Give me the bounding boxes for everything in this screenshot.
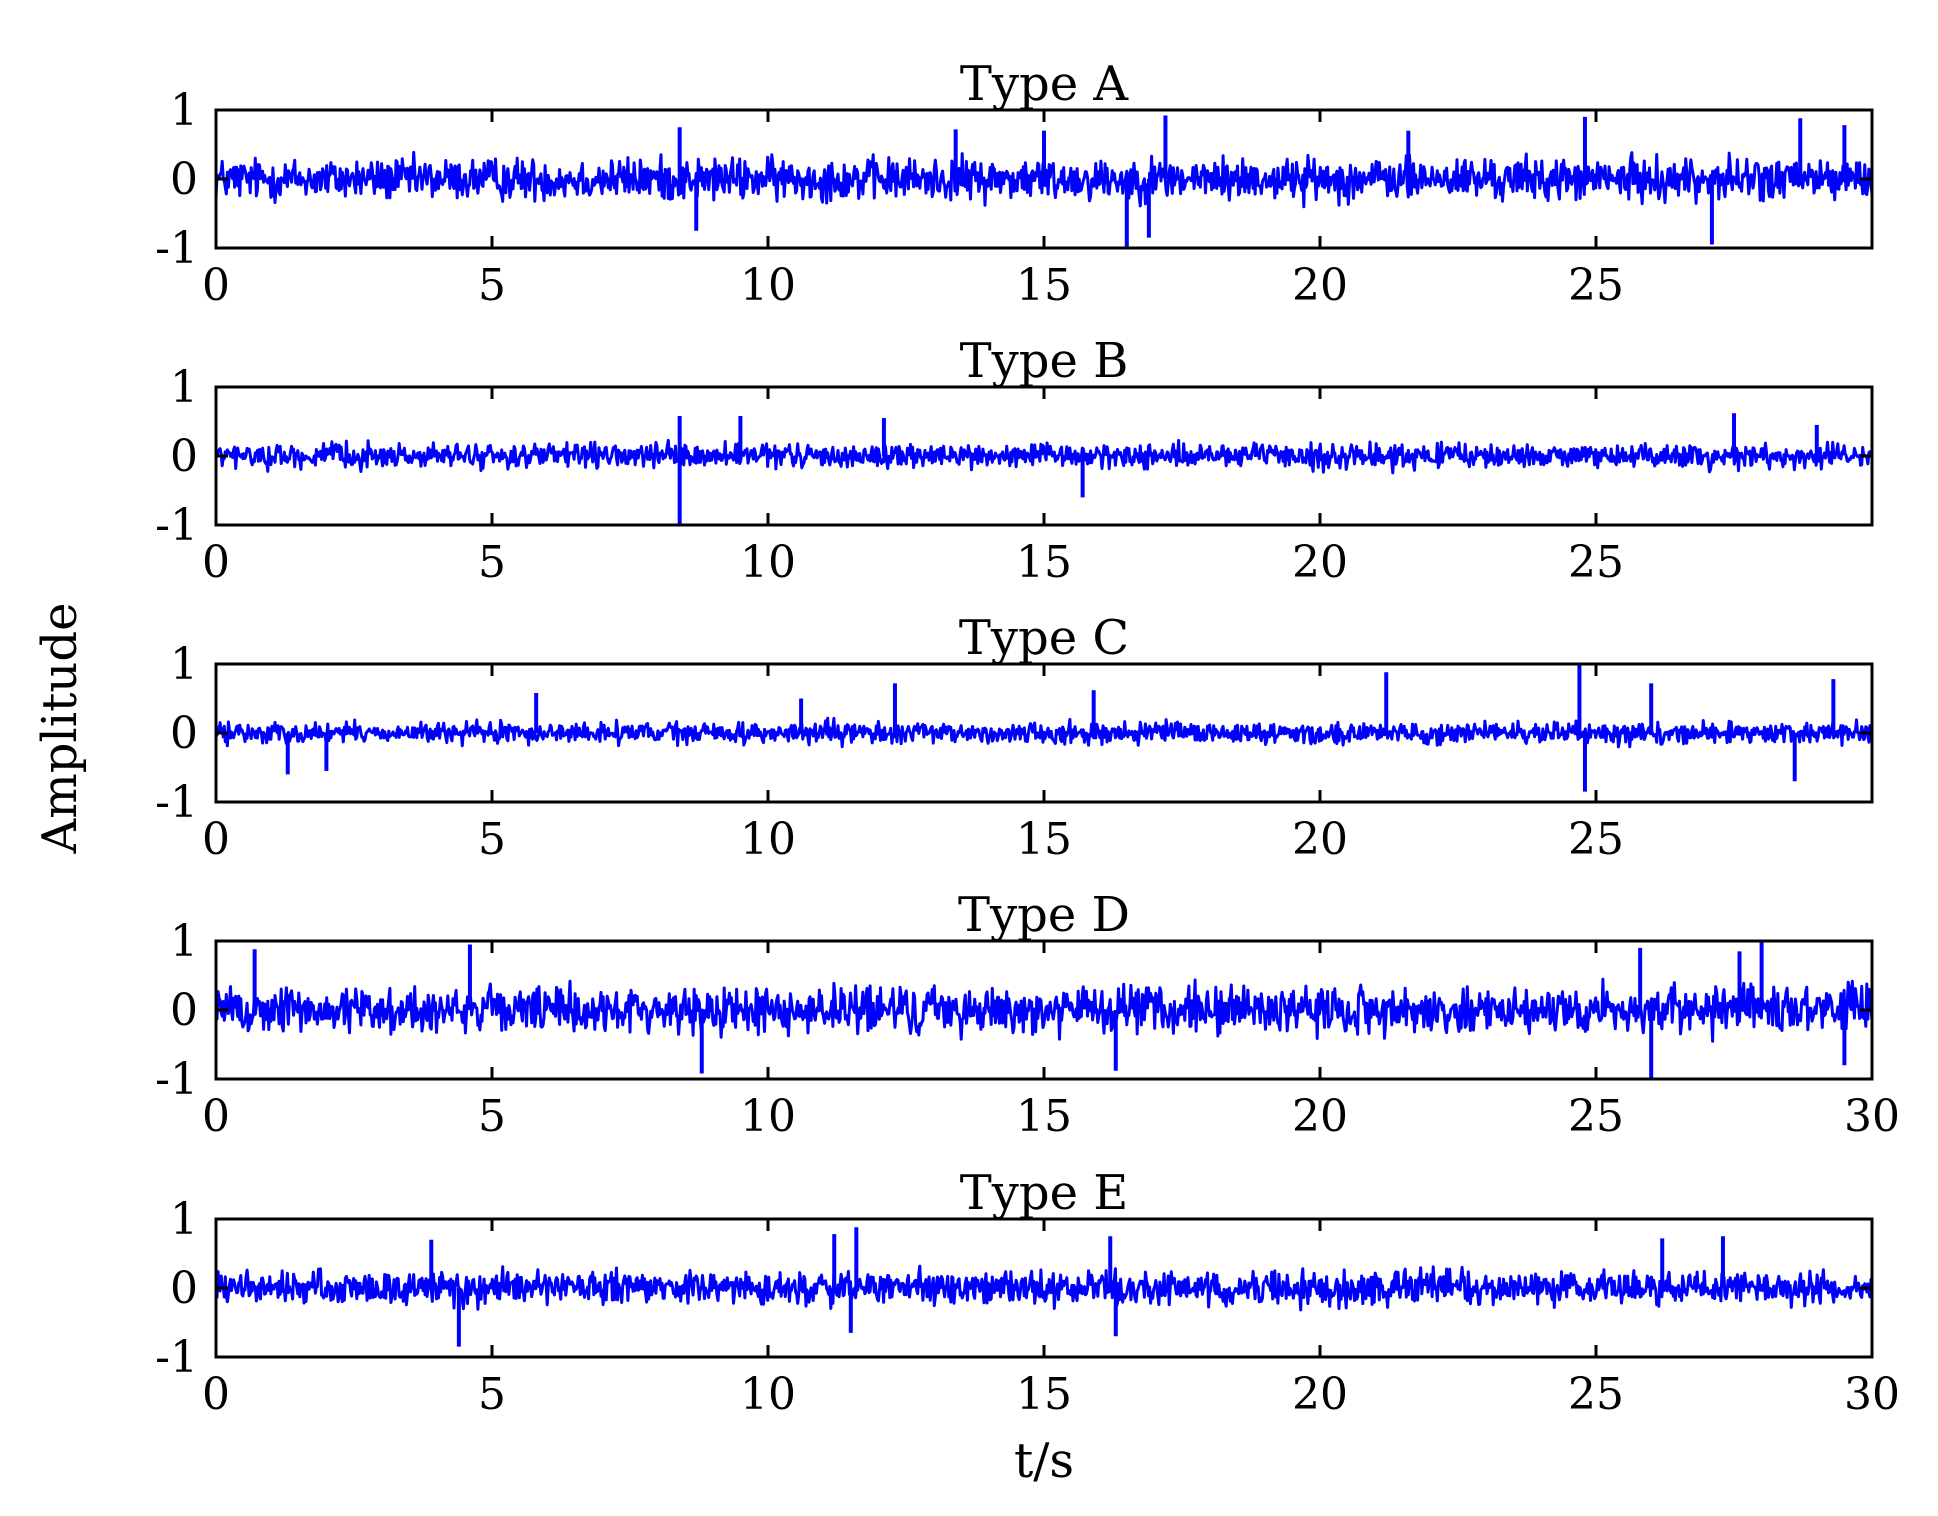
signal-trace	[214, 1264, 1874, 1312]
x-tick-label: 0	[202, 1369, 230, 1420]
x-tick-label: 5	[478, 537, 506, 588]
subplot-title: Type C	[959, 610, 1129, 666]
x-tick-label: 10	[740, 537, 796, 588]
x-tick-label: 5	[478, 814, 506, 865]
x-tick-label: 25	[1568, 1369, 1624, 1420]
y-tick-label: 1	[170, 362, 198, 413]
y-tick-label: 1	[170, 1194, 198, 1245]
subplot-title: Type B	[960, 333, 1129, 389]
subplot-title: Type E	[960, 1165, 1129, 1221]
x-tick-label: 10	[740, 1369, 796, 1420]
y-tick-label: -1	[155, 1332, 198, 1383]
signal-trace	[214, 977, 1874, 1043]
x-tick-label: 15	[1016, 1369, 1072, 1420]
signal-trace	[214, 716, 1874, 749]
y-tick-label: -1	[155, 500, 198, 551]
y-tick-label: 0	[170, 1263, 198, 1314]
x-tick-label: 20	[1292, 814, 1348, 865]
subplot-title: Type A	[960, 56, 1130, 112]
y-tick-label: 1	[170, 639, 198, 690]
x-tick-label: 25	[1568, 814, 1624, 865]
x-tick-label: 20	[1292, 1091, 1348, 1142]
x-tick-label: 10	[740, 260, 796, 311]
x-axis-label: t/s	[1014, 1433, 1074, 1489]
y-tick-label: 1	[170, 85, 198, 136]
x-tick-label: 0	[202, 537, 230, 588]
x-tick-label: 25	[1568, 1091, 1624, 1142]
x-tick-label: 15	[1016, 260, 1072, 311]
y-tick-label: 0	[170, 708, 198, 759]
y-tick-label: 0	[170, 154, 198, 205]
y-tick-label: -1	[155, 1054, 198, 1105]
x-tick-label: 5	[478, 260, 506, 311]
y-tick-label: 1	[170, 916, 198, 967]
x-tick-label: 25	[1568, 537, 1624, 588]
x-tick-label: 20	[1292, 537, 1348, 588]
x-tick-label: 20	[1292, 1369, 1348, 1420]
x-tick-label: 0	[202, 1091, 230, 1142]
x-tick-label: 15	[1016, 537, 1072, 588]
x-tick-label: 30	[1844, 1091, 1900, 1142]
x-tick-label: 10	[740, 1091, 796, 1142]
x-tick-label: 25	[1568, 260, 1624, 311]
x-tick-label: 30	[1844, 1369, 1900, 1420]
x-tick-label: 15	[1016, 814, 1072, 865]
subplot-title: Type D	[958, 887, 1130, 943]
y-axis-label: Amplitude	[32, 603, 88, 855]
x-tick-label: 0	[202, 814, 230, 865]
x-tick-label: 0	[202, 260, 230, 311]
x-tick-label: 20	[1292, 260, 1348, 311]
y-tick-label: -1	[155, 223, 198, 274]
y-tick-label: 0	[170, 431, 198, 482]
x-tick-label: 5	[478, 1369, 506, 1420]
y-tick-label: -1	[155, 777, 198, 828]
x-tick-label: 5	[478, 1091, 506, 1142]
signal-trace	[215, 438, 1874, 475]
x-tick-label: 10	[740, 814, 796, 865]
x-tick-label: 15	[1016, 1091, 1072, 1142]
y-tick-label: 0	[170, 985, 198, 1036]
